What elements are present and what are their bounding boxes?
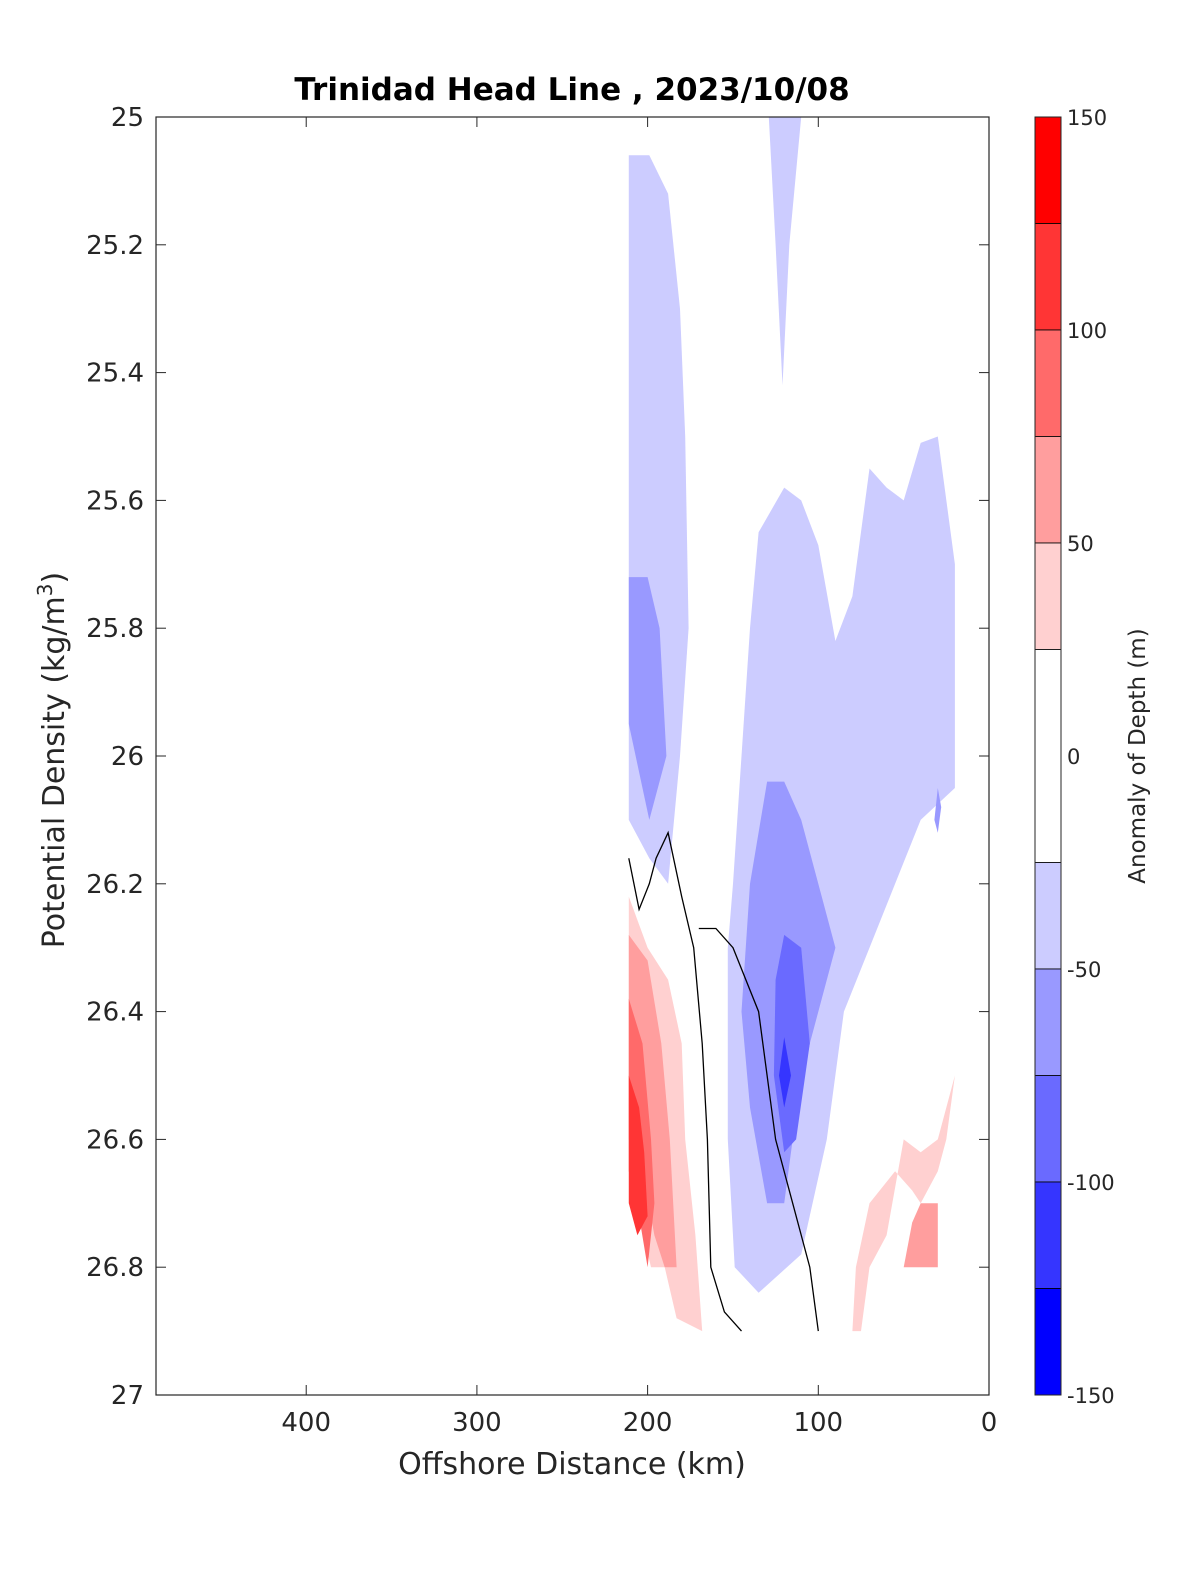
contour-region-13 bbox=[903, 1203, 938, 1268]
contour-region-11 bbox=[628, 1075, 648, 1236]
colorbar-tick-label-5: -100 bbox=[1067, 1171, 1115, 1195]
colorbar-level-4 bbox=[1034, 542, 1062, 650]
contour-region-1 bbox=[768, 117, 802, 386]
contour-region-5 bbox=[934, 788, 942, 833]
y-tick-label-1: 25.2 bbox=[86, 231, 144, 261]
colorbar-tick-label-3: 0 bbox=[1067, 745, 1080, 769]
colorbar-level-0 bbox=[1034, 116, 1062, 224]
y-axis-title-main: Potential Density (kg/m bbox=[37, 596, 72, 948]
y-axis: 25 25.2 25.4 25.6 25.8 26 26.2 26.4 26.6 26.8 27 bbox=[86, 103, 989, 1411]
y-axis-title-end: ) bbox=[37, 572, 72, 584]
colorbar-level-7 bbox=[1034, 968, 1062, 1076]
y-tick-label-9: 26.8 bbox=[86, 1253, 144, 1283]
colorbar-level-5 bbox=[1034, 649, 1062, 863]
colorbar-level-3 bbox=[1034, 436, 1062, 544]
contour-region-9 bbox=[628, 934, 677, 1268]
x-tick-label-1: 300 bbox=[452, 1408, 502, 1438]
x-tick-label-0: 400 bbox=[281, 1408, 331, 1438]
colorbar-level-2 bbox=[1034, 329, 1062, 437]
colorbar-title: Anomaly of Depth (m) bbox=[1125, 628, 1151, 883]
colorbar-level-9 bbox=[1034, 1181, 1062, 1289]
y-tick-label-0: 25 bbox=[111, 103, 144, 133]
colorbar-tick-label-6: -150 bbox=[1067, 1384, 1115, 1408]
colorbar-level-10 bbox=[1034, 1288, 1062, 1396]
x-axis: 400 300 200 100 0 bbox=[281, 117, 997, 1438]
y-tick-label-6: 26.2 bbox=[86, 870, 144, 900]
y-tick-label-5: 26 bbox=[111, 742, 144, 772]
y-axis-title: Potential Density (kg/m3) bbox=[33, 572, 72, 948]
contour-region-7 bbox=[779, 1037, 791, 1108]
contour-fill-layer bbox=[628, 117, 955, 1332]
x-tick-label-2: 200 bbox=[623, 1408, 673, 1438]
contour-region-12 bbox=[852, 1075, 955, 1332]
colorbar-tick-label-1: 100 bbox=[1067, 319, 1107, 343]
zero-contour-line-1 bbox=[698, 927, 819, 1332]
colorbar-ticks: 150 100 50 0 -50 -100 -150 bbox=[1067, 106, 1115, 1408]
x-tick-label-3: 100 bbox=[793, 1408, 843, 1438]
x-tick-label-4: 0 bbox=[981, 1408, 998, 1438]
y-tick-label-4: 25.8 bbox=[86, 614, 144, 644]
contour-region-3 bbox=[628, 577, 667, 820]
colorbar-level-1 bbox=[1034, 223, 1062, 331]
y-tick-label-10: 27 bbox=[111, 1381, 144, 1411]
y-tick-label-8: 26.6 bbox=[86, 1125, 144, 1155]
zero-contour-layer bbox=[628, 830, 819, 1332]
colorbar-frame bbox=[1034, 116, 1062, 1396]
chart-title: Trinidad Head Line , 2023/10/08 bbox=[294, 72, 849, 108]
colorbar-levels bbox=[1034, 116, 1062, 1396]
y-tick-label-3: 25.6 bbox=[86, 486, 144, 516]
colorbar-level-6 bbox=[1034, 862, 1062, 970]
y-axis-title-superscript: 3 bbox=[33, 583, 57, 596]
colorbar-tick-label-2: 50 bbox=[1067, 532, 1094, 556]
zero-contour-line-0 bbox=[628, 830, 742, 1332]
x-axis-title: Offshore Distance (km) bbox=[398, 1447, 746, 1482]
y-tick-label-7: 26.4 bbox=[86, 998, 144, 1028]
colorbar: 150 100 50 0 -50 -100 -150 Anomaly of Depth (m… bbox=[1034, 106, 1151, 1408]
plot-area: 400 300 200 100 0 25 25.2 25.4 25.6 25.8 26 26.2 26… bbox=[86, 103, 997, 1438]
y-tick-label-2: 25.4 bbox=[86, 359, 144, 389]
colorbar-tick-label-4: -50 bbox=[1067, 958, 1101, 982]
colorbar-tick-label-0: 150 bbox=[1067, 106, 1107, 130]
colorbar-level-8 bbox=[1034, 1075, 1062, 1183]
